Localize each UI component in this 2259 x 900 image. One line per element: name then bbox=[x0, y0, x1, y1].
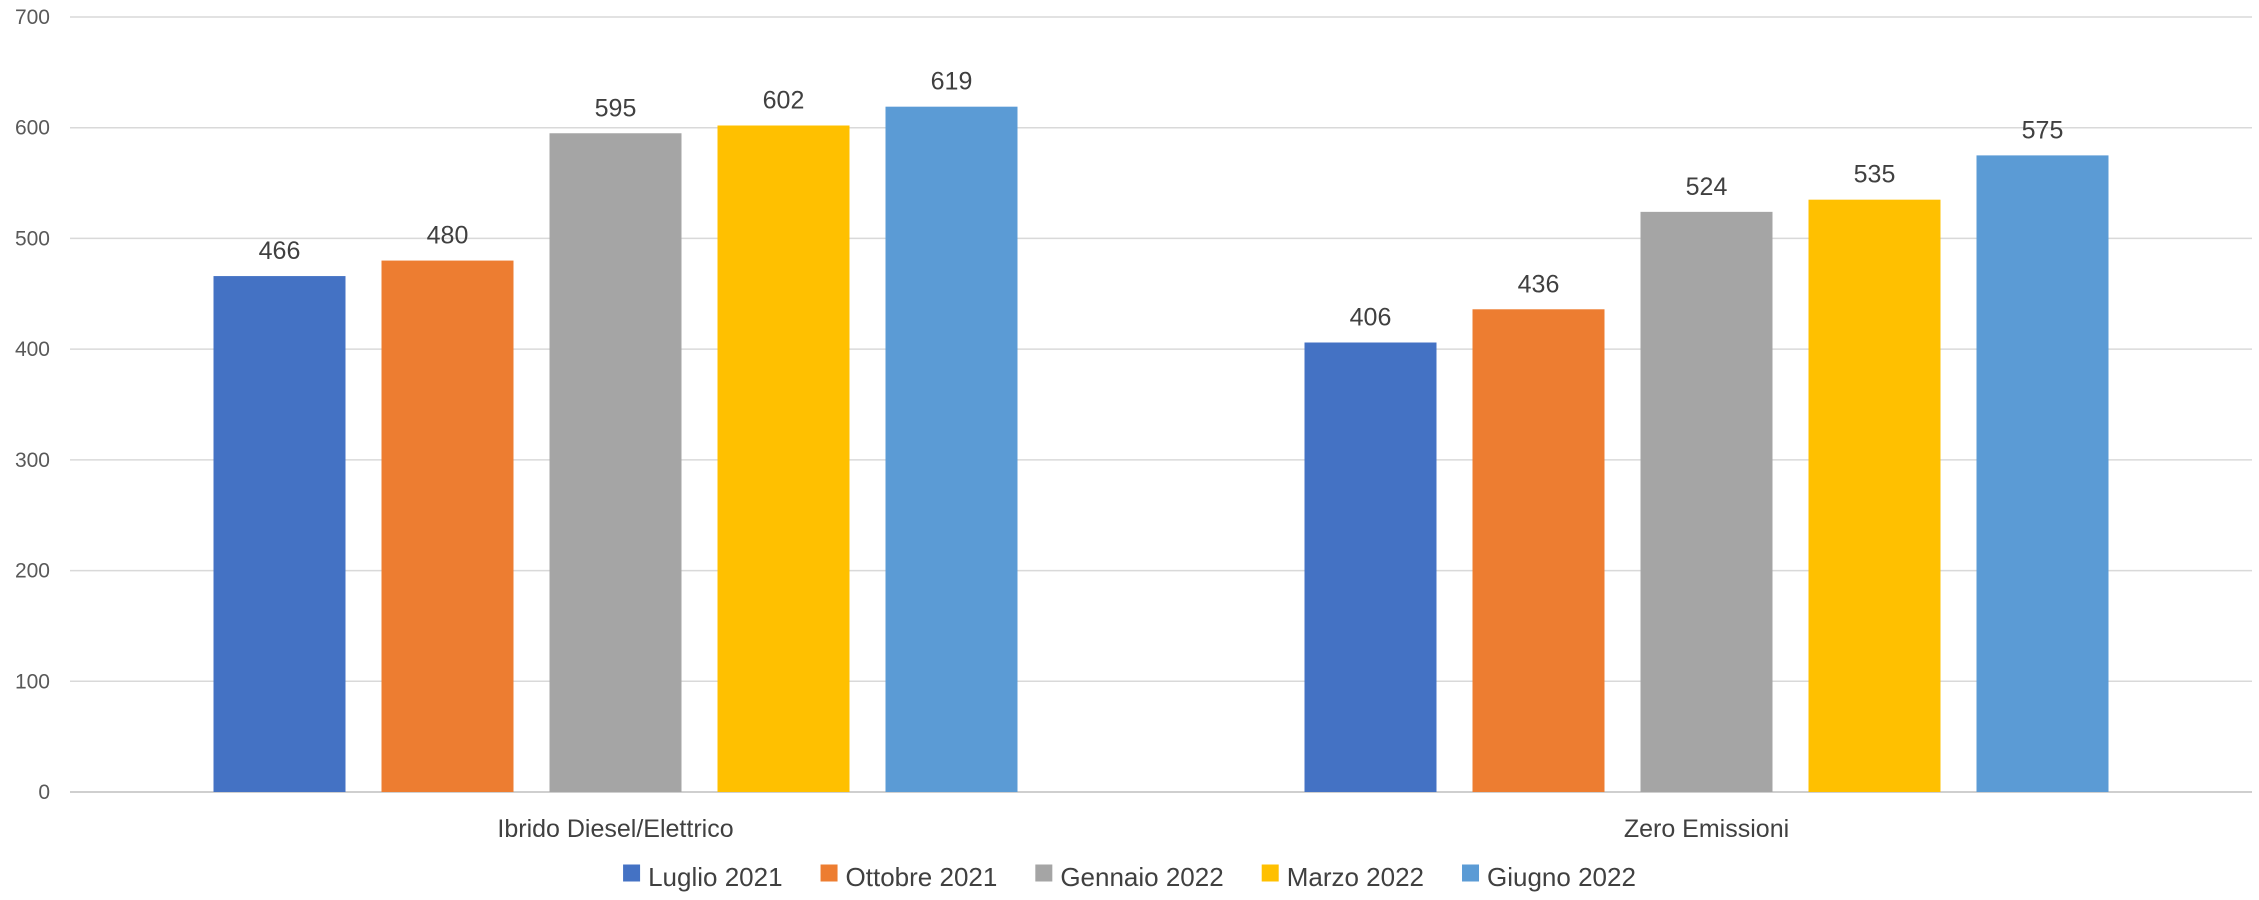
legend-label: Luglio 2021 bbox=[648, 862, 782, 892]
data-label: 480 bbox=[427, 222, 469, 250]
category-label: Zero Emissioni bbox=[1624, 815, 1789, 843]
legend-swatch bbox=[820, 864, 838, 882]
bar bbox=[717, 125, 850, 792]
bars bbox=[213, 106, 2109, 793]
legend-swatch bbox=[623, 864, 641, 882]
bar bbox=[549, 133, 682, 792]
data-label: 575 bbox=[2022, 116, 2064, 144]
legend-label: Ottobre 2021 bbox=[846, 862, 998, 892]
y-tick-label: 400 bbox=[15, 338, 50, 361]
bar bbox=[885, 106, 1018, 792]
y-tick-label: 0 bbox=[38, 781, 50, 804]
bar bbox=[381, 260, 514, 793]
y-axis-tick-labels: 0 100 200 300 400 500 600 700 bbox=[15, 6, 50, 804]
y-tick-label: 300 bbox=[15, 449, 50, 472]
legend-item: Giugno 2022 bbox=[1462, 862, 1636, 892]
y-tick-label: 600 bbox=[15, 117, 50, 140]
legend-label: Giugno 2022 bbox=[1487, 862, 1636, 892]
bar bbox=[1976, 155, 2109, 793]
data-label: 602 bbox=[763, 87, 805, 115]
legend-label: Gennaio 2022 bbox=[1060, 862, 1223, 892]
legend-item: Marzo 2022 bbox=[1261, 862, 1424, 892]
y-tick-label: 200 bbox=[15, 560, 50, 583]
legend-label: Marzo 2022 bbox=[1287, 862, 1424, 892]
legend: Luglio 2021 Ottobre 2021 Gennaio 2022 Marzo… bbox=[623, 862, 1636, 892]
bar bbox=[1472, 309, 1605, 792]
data-label: 406 bbox=[1350, 304, 1392, 332]
legend-item: Gennaio 2022 bbox=[1035, 862, 1224, 892]
data-label: 619 bbox=[931, 68, 973, 96]
data-labels: 466 480 595 602 619 406 436 524 535 575 bbox=[259, 68, 2064, 332]
legend-swatch bbox=[1462, 864, 1480, 882]
legend-item: Ottobre 2021 bbox=[820, 862, 998, 892]
category-label: Ibrido Diesel/Elettrico bbox=[497, 815, 733, 843]
bar bbox=[1808, 199, 1941, 792]
data-label: 524 bbox=[1686, 173, 1728, 201]
legend-swatch bbox=[1035, 864, 1053, 882]
data-label: 466 bbox=[259, 237, 301, 265]
data-label: 595 bbox=[595, 94, 637, 122]
legend-swatch bbox=[1261, 864, 1279, 882]
y-tick-label: 500 bbox=[15, 227, 50, 250]
y-tick-label: 700 bbox=[15, 6, 50, 29]
data-label: 436 bbox=[1518, 270, 1560, 298]
data-label: 535 bbox=[1854, 161, 1896, 189]
y-tick-label: 100 bbox=[15, 670, 50, 693]
bar bbox=[1640, 211, 1773, 792]
bar bbox=[213, 276, 346, 793]
legend-item: Luglio 2021 bbox=[623, 862, 783, 892]
bar bbox=[1304, 342, 1437, 792]
x-axis-category-labels: Ibrido Diesel/Elettrico Zero Emissioni bbox=[497, 815, 1789, 843]
